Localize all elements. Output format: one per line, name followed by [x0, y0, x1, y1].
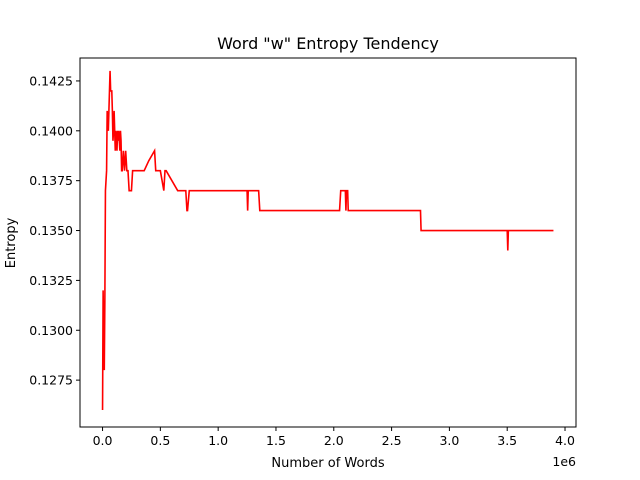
y-tick-label: 0.1350: [29, 223, 73, 238]
x-axis-ticks: 0.0 0.5 1.0 1.5 2.0 2.5 3.0 3.5 4.0: [93, 427, 575, 448]
x-tick-label: 4.0: [555, 433, 575, 448]
x-axis-label: Number of Words: [271, 456, 384, 471]
x-tick-label: 2.0: [324, 433, 344, 448]
y-tick-label: 0.1300: [29, 323, 73, 338]
y-axis-ticks: 0.1275 0.1300 0.1325 0.1350 0.1375 0.1400 0.14…: [29, 73, 80, 388]
x-axis-offset-label: 1e6: [552, 454, 576, 469]
y-tick-label: 0.1375: [29, 173, 73, 188]
plot-area: [101, 70, 554, 411]
chart-title: Word "w" Entropy Tendency: [217, 34, 439, 53]
x-tick-label: 2.5: [382, 433, 402, 448]
y-tick-label: 0.1400: [29, 123, 73, 138]
x-tick-label: 1.0: [208, 433, 228, 448]
x-tick-label: 0.0: [93, 433, 113, 448]
x-tick-label: 0.5: [150, 433, 170, 448]
x-tick-label: 3.0: [439, 433, 459, 448]
y-axis-label: Entropy: [4, 217, 19, 268]
x-tick-label: 1.5: [266, 433, 286, 448]
y-tick-label: 0.1275: [29, 373, 73, 388]
axes-frame: [79, 57, 577, 428]
entropy-series-line: [101, 70, 554, 411]
y-tick-label: 0.1425: [29, 73, 73, 88]
y-tick-label: 0.1325: [29, 273, 73, 288]
x-tick-label: 3.5: [497, 433, 517, 448]
